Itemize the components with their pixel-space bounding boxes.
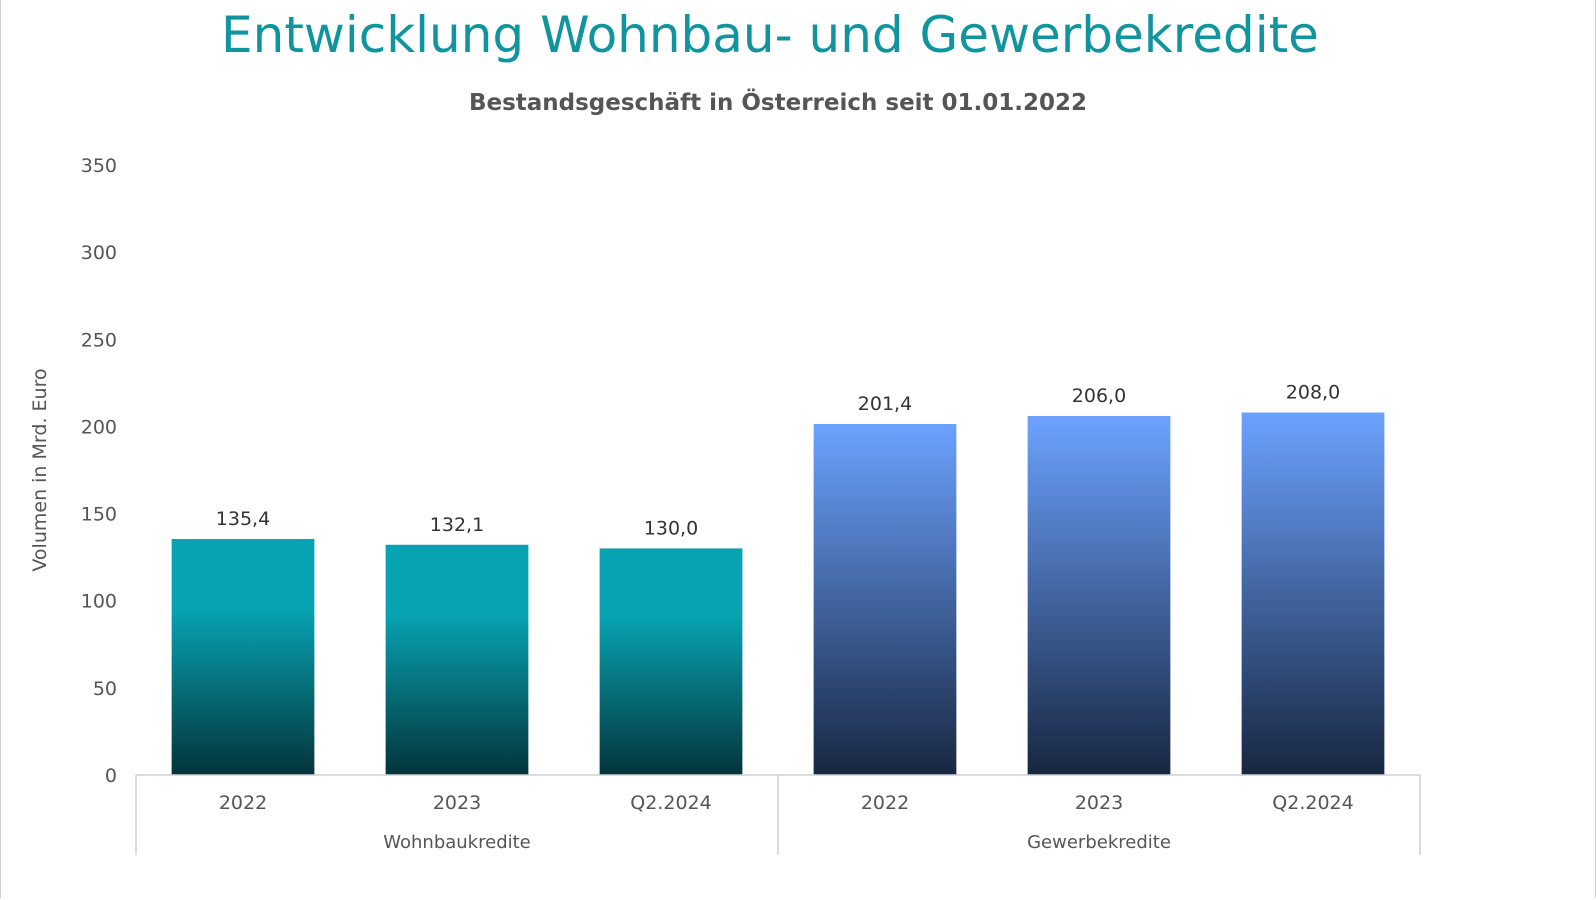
data-label: 208,0 [1286, 381, 1340, 403]
bar [171, 539, 315, 775]
data-label: 201,4 [858, 393, 912, 415]
group-label: Wohnbaukredite [383, 832, 531, 853]
chart-title: Entwicklung Wohnbau- und Gewerbekredite [221, 6, 1319, 64]
x-tick-label: 2023 [433, 792, 481, 814]
chart-subtitle: Bestandsgeschäft in Österreich seit 01.0… [468, 90, 1088, 116]
bar [385, 544, 529, 775]
bar [813, 423, 957, 775]
x-tick-label: Q2.2024 [630, 792, 711, 814]
y-tick-label: 150 [81, 504, 117, 526]
y-tick-label: 0 [105, 765, 117, 787]
y-tick-label: 350 [81, 155, 117, 177]
data-label: 132,1 [430, 514, 484, 536]
x-tick-label: 2022 [219, 792, 267, 814]
y-tick-label: 100 [81, 591, 117, 613]
group-label: Gewerbekredite [1027, 832, 1171, 853]
bar [1027, 415, 1171, 775]
data-label: 130,0 [644, 517, 698, 539]
y-axis-label: Volumen in Mrd. Euro [29, 368, 51, 571]
bar [599, 548, 743, 775]
x-tick-label: Q2.2024 [1272, 792, 1353, 814]
data-label: 206,0 [1072, 385, 1126, 407]
y-tick-label: 300 [81, 242, 117, 264]
x-tick-label: 2022 [861, 792, 909, 814]
x-tick-label: 2023 [1075, 792, 1123, 814]
bar [1241, 412, 1385, 775]
y-tick-label: 50 [93, 678, 117, 700]
y-tick-label: 200 [81, 416, 117, 438]
data-label: 135,4 [216, 508, 270, 530]
y-tick-label: 250 [81, 329, 117, 351]
